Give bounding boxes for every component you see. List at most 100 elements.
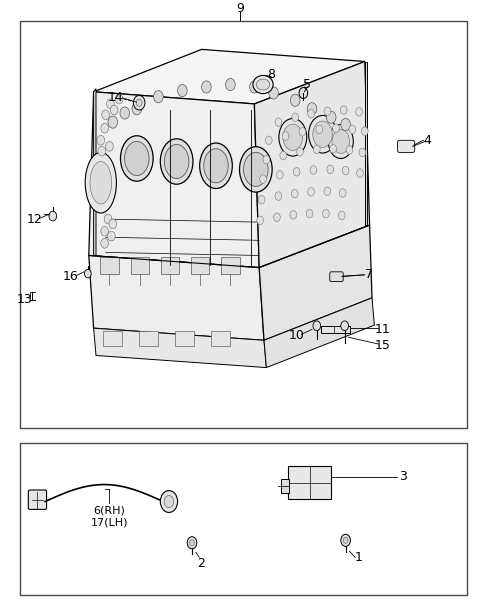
Circle shape: [133, 95, 145, 110]
Text: 5: 5: [303, 78, 311, 91]
Circle shape: [109, 219, 117, 229]
Text: 4: 4: [423, 134, 431, 147]
Polygon shape: [365, 61, 367, 225]
Circle shape: [357, 169, 363, 177]
Circle shape: [308, 109, 314, 118]
Circle shape: [275, 192, 282, 200]
FancyBboxPatch shape: [397, 140, 415, 152]
Circle shape: [327, 165, 334, 174]
Ellipse shape: [253, 75, 273, 93]
Circle shape: [110, 105, 118, 115]
Text: 2: 2: [197, 557, 204, 570]
Circle shape: [297, 148, 303, 156]
Text: 17(LH): 17(LH): [91, 517, 128, 527]
Circle shape: [106, 141, 113, 151]
Circle shape: [226, 78, 235, 90]
Text: 6(RH): 6(RH): [94, 505, 125, 515]
Ellipse shape: [90, 161, 111, 204]
Circle shape: [326, 111, 336, 123]
Circle shape: [49, 211, 57, 221]
FancyBboxPatch shape: [330, 272, 343, 282]
Ellipse shape: [279, 118, 307, 156]
Polygon shape: [94, 328, 266, 368]
Circle shape: [282, 132, 289, 140]
FancyBboxPatch shape: [288, 466, 331, 499]
Circle shape: [258, 195, 265, 204]
Bar: [100, 257, 119, 274]
Circle shape: [108, 116, 118, 128]
Ellipse shape: [256, 79, 270, 90]
Circle shape: [178, 84, 187, 97]
Circle shape: [274, 213, 280, 222]
Bar: [211, 331, 230, 347]
Circle shape: [307, 103, 317, 115]
Circle shape: [299, 127, 306, 136]
Circle shape: [356, 107, 362, 116]
Circle shape: [323, 209, 329, 218]
FancyBboxPatch shape: [28, 490, 47, 509]
Circle shape: [250, 81, 259, 93]
Polygon shape: [89, 256, 264, 341]
Circle shape: [291, 189, 298, 198]
Ellipse shape: [313, 121, 332, 148]
Circle shape: [160, 490, 178, 512]
Ellipse shape: [120, 136, 153, 181]
Polygon shape: [89, 92, 259, 268]
Circle shape: [98, 146, 106, 156]
Ellipse shape: [332, 130, 349, 154]
Circle shape: [340, 106, 347, 114]
Circle shape: [132, 103, 142, 115]
Circle shape: [101, 226, 108, 236]
Text: 12: 12: [27, 212, 42, 226]
Circle shape: [269, 87, 278, 99]
Text: 3: 3: [399, 470, 407, 483]
Ellipse shape: [240, 147, 272, 192]
Text: 16: 16: [63, 270, 79, 283]
Circle shape: [115, 94, 123, 104]
Text: 8: 8: [267, 69, 275, 81]
Bar: [20, 443, 467, 595]
Polygon shape: [94, 89, 96, 256]
Bar: [161, 257, 179, 274]
Text: 15: 15: [375, 339, 391, 351]
Ellipse shape: [204, 149, 228, 183]
Circle shape: [333, 124, 339, 132]
Ellipse shape: [283, 124, 302, 151]
Circle shape: [316, 125, 323, 134]
Circle shape: [104, 214, 112, 224]
Circle shape: [202, 81, 211, 93]
Polygon shape: [94, 49, 365, 104]
Circle shape: [102, 110, 109, 120]
Circle shape: [290, 94, 300, 106]
Circle shape: [97, 135, 105, 145]
Circle shape: [330, 144, 336, 153]
Bar: [103, 331, 122, 347]
Circle shape: [361, 127, 368, 135]
Circle shape: [349, 125, 356, 134]
Ellipse shape: [328, 124, 353, 158]
Circle shape: [190, 540, 194, 546]
Circle shape: [306, 209, 313, 218]
Circle shape: [108, 231, 115, 241]
FancyBboxPatch shape: [281, 478, 289, 493]
Polygon shape: [254, 61, 370, 268]
Circle shape: [292, 113, 299, 121]
Circle shape: [324, 187, 331, 195]
Circle shape: [260, 175, 266, 183]
Bar: [221, 257, 240, 274]
Bar: [191, 257, 209, 274]
Circle shape: [339, 189, 346, 197]
Circle shape: [257, 216, 264, 225]
Ellipse shape: [160, 139, 193, 185]
Circle shape: [341, 321, 348, 331]
Polygon shape: [264, 298, 374, 368]
Ellipse shape: [124, 141, 149, 175]
Text: 14: 14: [108, 92, 123, 104]
Circle shape: [263, 155, 270, 164]
Text: 11: 11: [375, 323, 391, 336]
Circle shape: [343, 537, 348, 543]
Circle shape: [164, 495, 174, 507]
Circle shape: [265, 136, 272, 144]
Bar: [139, 331, 158, 347]
Bar: [20, 21, 467, 428]
